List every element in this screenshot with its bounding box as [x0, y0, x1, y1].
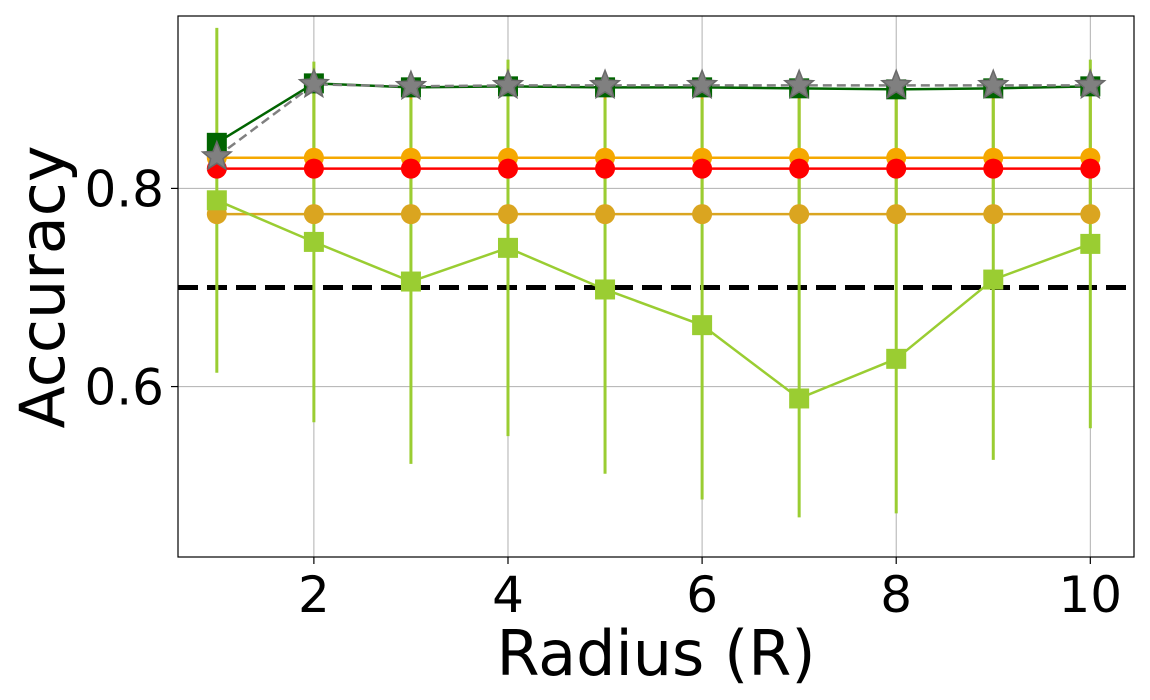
x-tick-label: 6 [686, 566, 718, 624]
data-point [1080, 233, 1101, 254]
data-point [394, 69, 428, 101]
data-point [595, 204, 616, 225]
data-point [491, 68, 525, 100]
error-bars [215, 27, 1092, 518]
x-tick-label: 4 [492, 566, 524, 624]
data-point [886, 348, 907, 369]
data-point [595, 279, 616, 300]
x-tick-label: 2 [298, 566, 330, 624]
data-point [303, 204, 324, 225]
data-point [692, 315, 713, 336]
series-line [216, 83, 1091, 158]
x-tick-label: 10 [1059, 566, 1123, 624]
data-point [588, 68, 622, 100]
plot-frame [177, 15, 1135, 558]
series-lines [216, 82, 1091, 400]
y-tick-label: 0.8 [84, 160, 164, 218]
data-point [886, 158, 907, 179]
data-point [983, 269, 1004, 290]
data-point [400, 204, 421, 225]
data-point [1080, 204, 1101, 225]
data-point [1080, 158, 1101, 179]
data-point [692, 158, 713, 179]
data-point [983, 158, 1004, 179]
data-point [400, 271, 421, 292]
data-point [297, 67, 331, 99]
data-point [595, 158, 616, 179]
data-point [977, 68, 1010, 100]
data-point [879, 68, 913, 100]
data-point [497, 204, 518, 225]
y-tick-label: 0.6 [84, 359, 164, 417]
data-point [789, 158, 810, 179]
data-point [497, 158, 518, 179]
y-axis-label: Accuracy [6, 145, 79, 428]
data-point [200, 139, 234, 171]
data-point [886, 204, 907, 225]
data-point [400, 158, 421, 179]
series-line [216, 199, 1091, 400]
data-point [303, 158, 324, 179]
data-point [789, 388, 810, 409]
data-point [685, 68, 719, 100]
data-point [497, 237, 518, 258]
series-line [216, 82, 1091, 144]
data-point [782, 68, 816, 100]
data-point [692, 204, 713, 225]
axis-ticks: 2 4 6 8 10 0.6 0.8 [84, 160, 1122, 624]
series-markers [200, 67, 1107, 409]
data-point [1074, 68, 1107, 100]
data-point [303, 231, 324, 252]
data-point [206, 190, 227, 211]
data-point [983, 204, 1004, 225]
x-axis-label: Radius (R) [496, 617, 815, 690]
data-point [789, 204, 810, 225]
x-tick-label: 8 [880, 566, 912, 624]
